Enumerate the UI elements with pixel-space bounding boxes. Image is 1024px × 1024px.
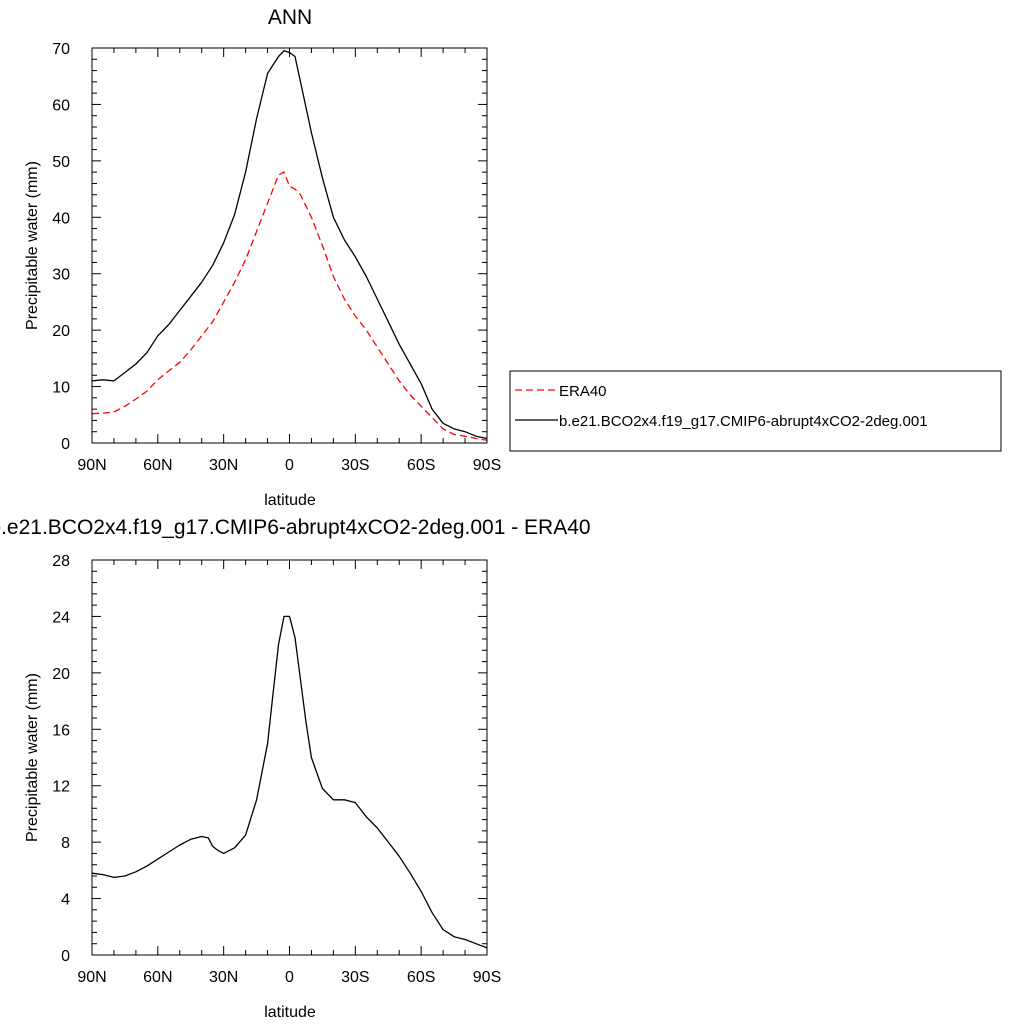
bottom-x-tick-label: 60N — [143, 969, 172, 986]
bottom-x-tick-label: 60S — [407, 969, 435, 986]
bottom-y-tick-label: 4 — [61, 892, 70, 909]
bottom-chart-title: b.e21.BCO2x4.f19_g17.CMIP6-abrupt4xCO2-2… — [0, 516, 591, 539]
legend: ERA40 b.e21.BCO2x4.f19_g17.CMIP6-abrupt4… — [509, 370, 1002, 452]
top-y-tick-label: 50 — [52, 154, 70, 171]
top-series-line-model — [91, 50, 488, 440]
top-y-tick-label: 60 — [52, 97, 70, 114]
top-plot-frame — [91, 47, 488, 444]
top-x-tick-label: 90N — [77, 457, 106, 474]
bottom-y-tick-label: 28 — [52, 553, 70, 570]
bottom-y-axis-label: Precipitable water (mm) — [24, 673, 41, 842]
bottom-y-tick-label: 12 — [52, 779, 70, 796]
top-x-tick-label: 0 — [285, 457, 294, 474]
bottom-x-axis-label: latitude — [264, 1004, 316, 1021]
bottom-x-tick-label: 90S — [473, 969, 501, 986]
bottom-series-layer — [91, 615, 488, 949]
top-x-tick-labels: 90N 60N 30N 0 30S 60S 90S — [77, 457, 501, 474]
bottom-series-line-difference — [91, 615, 488, 949]
top-y-tick-label: 10 — [52, 380, 70, 397]
top-x-tick-label: 60S — [407, 457, 435, 474]
bottom-x-tick-label: 30N — [209, 969, 238, 986]
top-x-tick-label: 90S — [473, 457, 501, 474]
top-y-tick-label: 30 — [52, 267, 70, 284]
top-x-tick-label: 60N — [143, 457, 172, 474]
top-y-tick-label: 40 — [52, 210, 70, 227]
bottom-x-tick-labels: 90N 60N 30N 0 30S 60S 90S — [77, 969, 501, 986]
top-ticks-layer — [91, 47, 488, 444]
bottom-x-tick-label: 0 — [285, 969, 294, 986]
legend-label-model: b.e21.BCO2x4.f19_g17.CMIP6-abrupt4xCO2-2… — [559, 413, 928, 430]
legend-label-era40: ERA40 — [559, 383, 607, 400]
top-y-axis-label: Precipitable water (mm) — [24, 161, 41, 330]
legend-box — [509, 370, 1002, 452]
bottom-panel: b.e21.BCO2x4.f19_g17.CMIP6-abrupt4xCO2-2… — [0, 516, 591, 1021]
top-y-tick-label: 0 — [61, 436, 70, 453]
bottom-y-tick-label: 16 — [52, 722, 70, 739]
top-y-tick-label: 70 — [52, 41, 70, 58]
top-y-tick-labels: 0 10 20 30 40 50 60 70 — [52, 41, 70, 453]
bottom-y-tick-label: 24 — [52, 609, 70, 626]
top-x-tick-label: 30N — [209, 457, 238, 474]
bottom-y-tick-label: 8 — [61, 835, 70, 852]
bottom-ticks-layer — [91, 559, 488, 956]
top-x-axis-label: latitude — [264, 492, 316, 509]
top-y-tick-label: 20 — [52, 323, 70, 340]
bottom-plot-frame — [91, 559, 488, 956]
bottom-y-tick-labels: 0 4 8 12 16 20 24 28 — [52, 553, 70, 965]
top-series-line-era40 — [91, 171, 488, 441]
top-series-layer — [91, 50, 488, 441]
bottom-x-tick-label: 30S — [341, 969, 369, 986]
bottom-y-tick-label: 20 — [52, 666, 70, 683]
top-x-tick-label: 30S — [341, 457, 369, 474]
top-chart-title: ANN — [268, 6, 312, 29]
bottom-x-tick-label: 90N — [77, 969, 106, 986]
bottom-y-tick-label: 0 — [61, 948, 70, 965]
